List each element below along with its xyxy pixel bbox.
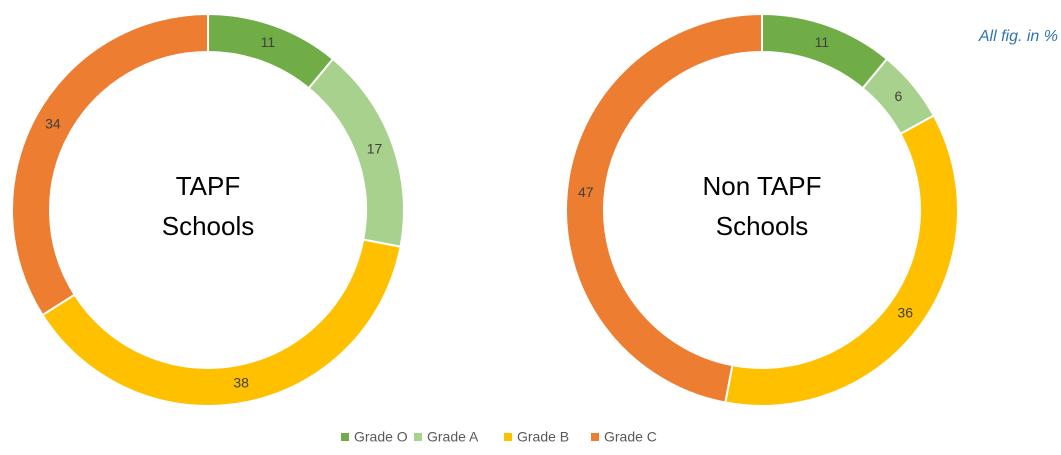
center-label: Schools [716,211,809,241]
slice [307,57,405,248]
slice [41,238,402,407]
data-label: 11 [815,34,830,50]
slice [724,114,959,407]
data-label: 6 [894,88,902,104]
slice [565,12,763,404]
legend-label: Grade O [354,429,408,445]
legend-swatch [414,433,422,441]
data-label: 47 [578,184,594,200]
data-label: 38 [233,375,249,391]
data-label: 17 [367,141,383,157]
annotation: All fig. in % [978,28,1058,45]
legend-label: Grade C [604,429,657,445]
legend-swatch [591,433,599,441]
slice [207,12,335,90]
legend-swatch [504,433,512,441]
center-label: Schools [162,211,255,241]
data-label: 34 [45,115,61,131]
slice [11,12,209,317]
legend-label: Grade B [517,429,569,445]
legend-label: Grade A [427,429,479,445]
data-label: 11 [261,34,276,50]
data-label: 36 [897,305,913,321]
slice [761,12,889,90]
center-label: TAPF [176,171,241,201]
center-label: Non TAPF [703,171,822,201]
legend-swatch [341,433,349,441]
